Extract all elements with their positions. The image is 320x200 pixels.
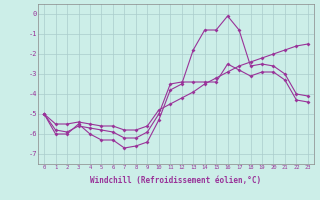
X-axis label: Windchill (Refroidissement éolien,°C): Windchill (Refroidissement éolien,°C) [91,176,261,185]
